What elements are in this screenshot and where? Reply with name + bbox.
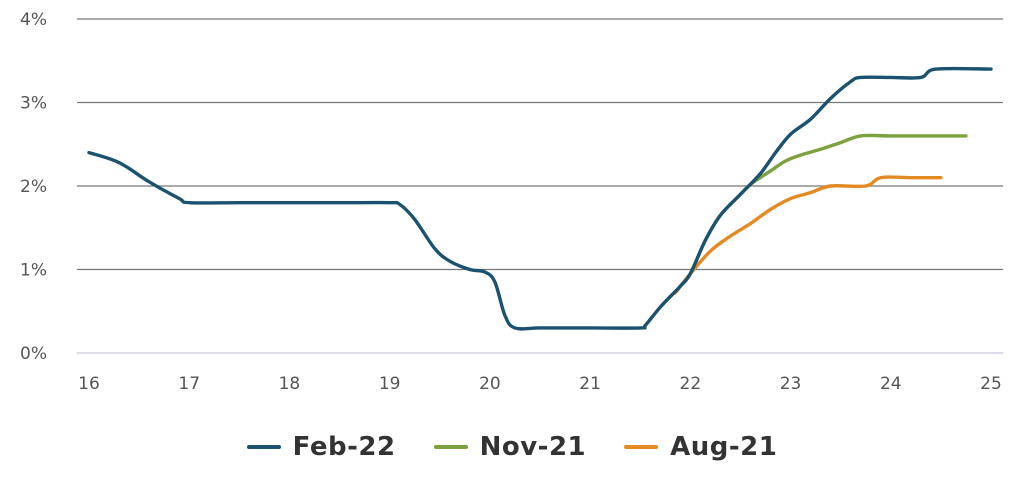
legend: Feb-22 Nov-21 Aug-21 bbox=[0, 432, 1024, 462]
series-line-aug-21 bbox=[673, 175, 943, 295]
y-tick-label: 4% bbox=[20, 10, 47, 30]
series-line-feb-22 bbox=[87, 66, 993, 331]
x-tick-label: 17 bbox=[178, 374, 200, 394]
x-tick-label: 21 bbox=[579, 374, 601, 394]
y-tick-label: 2% bbox=[20, 177, 47, 197]
x-tick-label: 25 bbox=[980, 374, 1002, 394]
series-lines bbox=[87, 66, 993, 331]
legend-label-feb-22: Feb-22 bbox=[292, 432, 396, 462]
legend-swatch-nov-21 bbox=[433, 445, 468, 449]
y-tick-label: 0% bbox=[20, 344, 47, 364]
y-tick-label: 3% bbox=[20, 94, 47, 114]
x-tick-label: 19 bbox=[379, 374, 401, 394]
legend-label-aug-21: Aug-21 bbox=[670, 432, 778, 462]
x-tick-label: 18 bbox=[279, 374, 301, 394]
legend-label-nov-21: Nov-21 bbox=[479, 432, 587, 462]
x-tick-label: 20 bbox=[479, 374, 501, 394]
x-tick-label: 23 bbox=[780, 374, 802, 394]
x-tick-label: 22 bbox=[680, 374, 702, 394]
y-axis-tick-labels: 0% 1% 2% 3% 4% bbox=[20, 10, 47, 364]
x-tick-label: 16 bbox=[78, 374, 100, 394]
x-axis-tick-labels: 16 17 18 19 20 21 22 23 24 25 bbox=[78, 374, 1002, 394]
y-tick-label: 1% bbox=[20, 261, 47, 281]
grid-lines bbox=[77, 18, 1003, 354]
legend-swatch-aug-21 bbox=[624, 445, 659, 449]
legend-swatch-feb-22 bbox=[246, 445, 281, 449]
legend-item-nov-21: Nov-21 bbox=[433, 432, 587, 462]
x-tick-label: 24 bbox=[880, 374, 902, 394]
legend-item-aug-21: Aug-21 bbox=[624, 432, 777, 462]
legend-item-feb-22: Feb-22 bbox=[246, 432, 396, 462]
